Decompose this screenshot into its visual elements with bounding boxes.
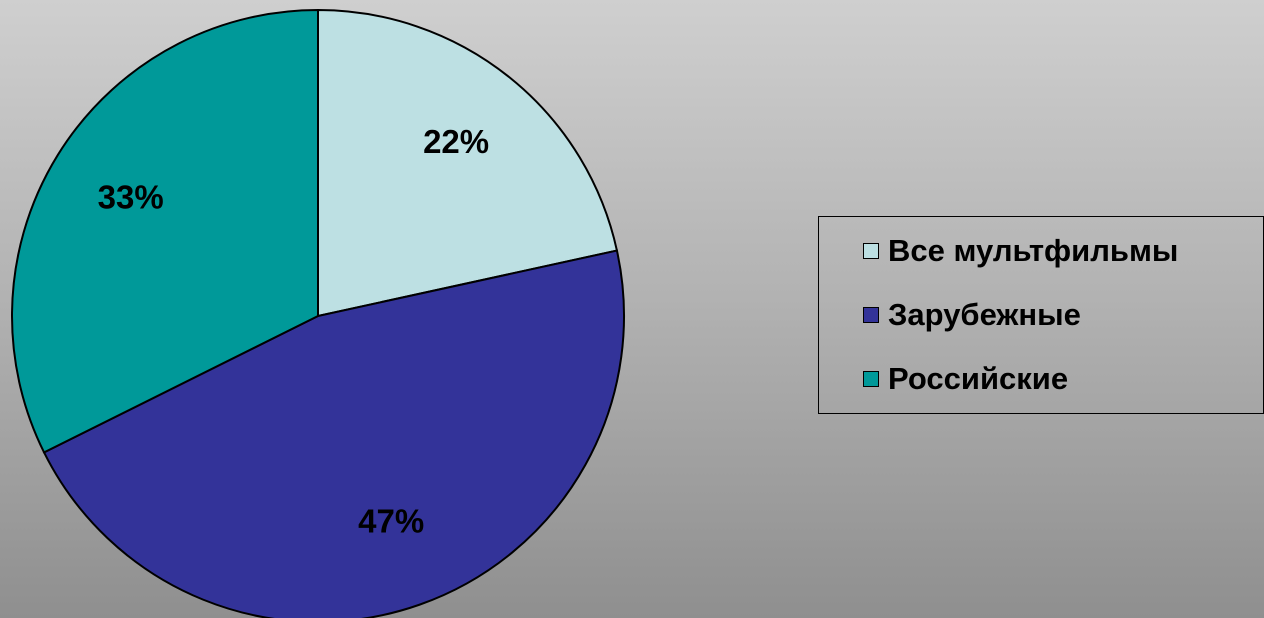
legend-item-foreign: Зарубежные — [863, 290, 1263, 340]
chart-legend: Все мультфильмы Зарубежные Российские — [818, 216, 1264, 414]
legend-swatch — [863, 307, 879, 323]
legend-swatch — [863, 243, 879, 259]
pie-slice — [42, 249, 625, 618]
legend-label: Зарубежные — [888, 297, 1081, 332]
legend-swatch — [863, 371, 879, 387]
legend-label: Все мультфильмы — [888, 233, 1179, 268]
legend-label: Российские — [888, 361, 1069, 396]
legend-item-russian: Российские — [863, 354, 1263, 404]
pie-slice — [11, 8, 319, 454]
pie-data-labels: 22% 47% 33% — [98, 123, 489, 539]
pie-data-label: 47% — [358, 503, 424, 540]
pie-data-label: 33% — [98, 179, 164, 216]
pie-slices — [11, 8, 625, 618]
legend-item-all-cartoons: Все мультфильмы — [863, 226, 1263, 276]
pie-slice — [317, 8, 619, 318]
pie-data-label: 22% — [423, 123, 489, 160]
